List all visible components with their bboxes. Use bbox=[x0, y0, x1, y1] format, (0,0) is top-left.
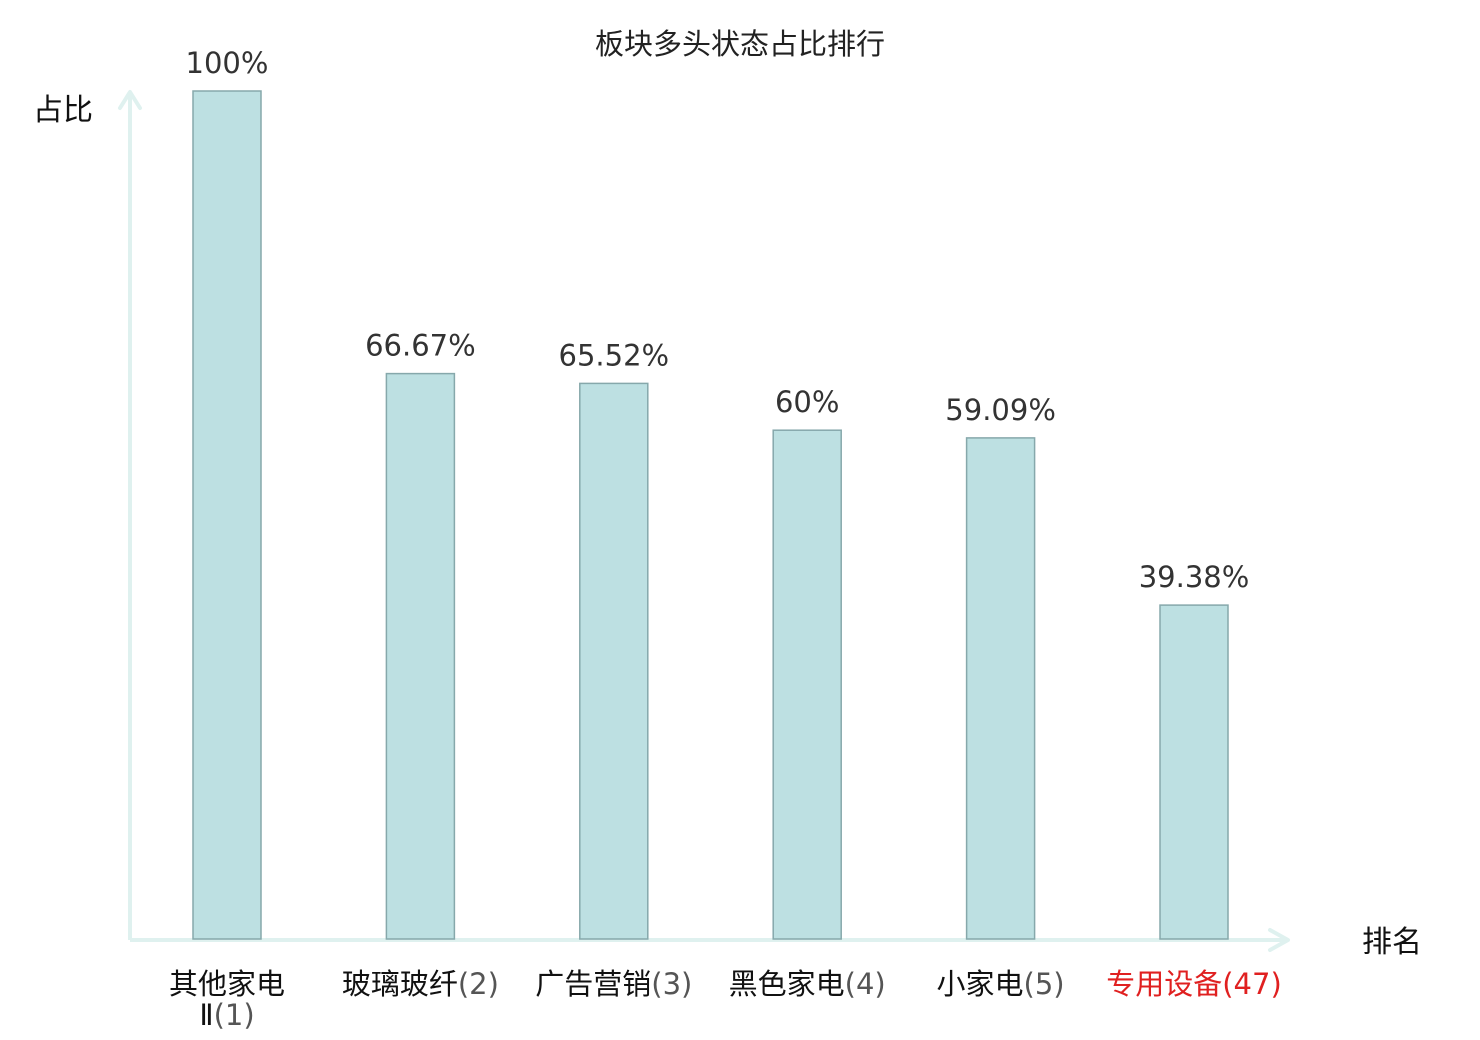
value-label-2: 66.67% bbox=[365, 329, 476, 363]
category-rank-4: (4) bbox=[845, 967, 886, 1001]
category-label-2: 玻璃玻纤(2) bbox=[342, 967, 499, 1001]
bar-2 bbox=[385, 372, 456, 940]
bar-3 bbox=[579, 382, 649, 940]
value-label-1: 100% bbox=[186, 46, 269, 80]
value-labels-group: 100% 66.67% 65.52% 60% 59.09% 39.38% bbox=[186, 46, 1250, 594]
bar-1 bbox=[192, 90, 262, 940]
y-axis-arrow-icon bbox=[118, 90, 142, 110]
value-label-3: 65.52% bbox=[559, 338, 670, 372]
category-rank-5: (5) bbox=[1024, 967, 1065, 1001]
category-rank-1: (1) bbox=[214, 998, 255, 1032]
category-label-1-line2: Ⅱ(1) bbox=[199, 998, 254, 1032]
value-label-6: 39.38% bbox=[1139, 560, 1250, 594]
category-label-4: 黑色家电(4) bbox=[729, 967, 886, 1001]
value-label-5: 59.09% bbox=[945, 393, 1056, 427]
category-label-5: 小家电(5) bbox=[937, 967, 1065, 1001]
bar-6 bbox=[1159, 604, 1229, 940]
category-rank-3: (3) bbox=[651, 967, 692, 1001]
category-label-1: 其他家电 bbox=[169, 967, 285, 1001]
axes bbox=[118, 90, 1290, 952]
x-axis-label: 排名 bbox=[1362, 925, 1422, 960]
chart-title: 板块多头状态占比排行 bbox=[595, 27, 885, 61]
y-axis-label: 占比 bbox=[33, 93, 93, 128]
x-axis-arrow-icon bbox=[1268, 928, 1290, 952]
bar-5 bbox=[965, 437, 1036, 940]
category-rank-2: (2) bbox=[458, 967, 499, 1001]
value-label-4: 60% bbox=[775, 385, 839, 419]
category-rank-6: (47) bbox=[1222, 967, 1282, 1001]
bars-group bbox=[192, 90, 1229, 940]
category-label-3: 广告营销(3) bbox=[535, 967, 692, 1001]
bar-4 bbox=[772, 429, 842, 940]
category-label-6: 专用设备(47) bbox=[1106, 967, 1282, 1001]
